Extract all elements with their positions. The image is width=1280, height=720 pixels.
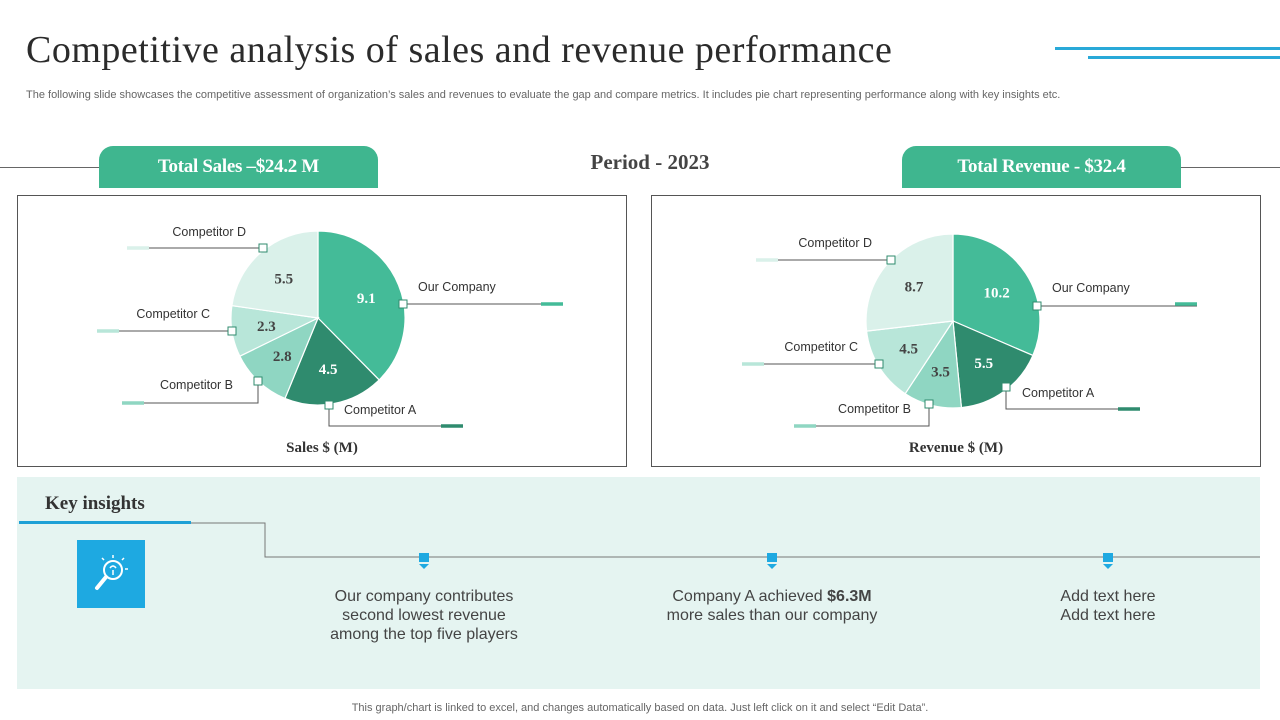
sales-slice-competitor-a	[284, 316, 380, 406]
separator-line-right	[1180, 167, 1280, 168]
revenue-category-label-competitor-b: Competitor B	[838, 402, 911, 416]
revenue-value-label-our-company: 10.2	[983, 285, 1009, 301]
revenue-value-label-competitor-a: 5.5	[974, 356, 993, 372]
revenue-chart-panel: 10.2 5.5 3.5 4.5 8.7 Our Company Competitor A C…	[651, 195, 1261, 467]
revenue-chart-title: Revenue $ (M)	[908, 440, 1004, 456]
timeline-marker-2	[767, 553, 777, 569]
revenue-category-label-our-company: Our Company	[1052, 281, 1131, 295]
insights-timeline	[191, 522, 1260, 569]
insight-2-prefix: Company A achieved	[672, 588, 828, 605]
sales-leader-line-competitor-a	[328, 405, 443, 427]
insight-2-line-2: more sales than our company	[666, 607, 878, 624]
page-subtitle: The following slide showcases the compet…	[26, 89, 1061, 101]
sales-marker-competitor-c	[227, 326, 237, 336]
lightbulb-icon	[95, 555, 128, 590]
lightbulb-magnifier-icon	[77, 540, 145, 608]
revenue-marker-competitor-b	[924, 399, 934, 409]
timeline-marker-3	[1103, 553, 1113, 569]
sales-marker-competitor-d	[258, 243, 268, 253]
insight-3-line-1: Add text here	[1060, 588, 1156, 605]
total-sales-tab: Total Sales –$24.2 M	[99, 146, 378, 188]
key-insights-title: Key insights	[45, 493, 145, 514]
sales-category-label-competitor-c: Competitor C	[136, 307, 210, 321]
sales-slice-our-company	[317, 230, 406, 381]
insight-2: Company A achieved $6.3M more sales than…	[632, 587, 912, 625]
sales-value-label-competitor-b: 2.8	[273, 349, 292, 365]
insight-1-line-1: Our company contributes	[334, 588, 514, 605]
key-insights-underline	[19, 521, 191, 524]
revenue-marker-our-company	[1032, 301, 1042, 311]
insight-3-line-2: Add text here	[1060, 607, 1156, 624]
revenue-category-label-competitor-d: Competitor D	[798, 236, 872, 250]
total-revenue-tab: Total Revenue - $32.4	[902, 146, 1181, 188]
period-label: Period - 2023	[590, 150, 710, 174]
revenue-leader-line-competitor-a	[1005, 387, 1140, 410]
revenue-value-label-competitor-d: 8.7	[905, 279, 924, 295]
insight-1: Our company contributes second lowest re…	[284, 587, 564, 644]
page-title: Competitive analysis of sales and revenu…	[26, 29, 893, 71]
sales-category-label-our-company: Our Company	[418, 280, 497, 294]
sales-value-label-competitor-c: 2.3	[257, 319, 276, 335]
sales-value-label-our-company: 9.1	[357, 291, 376, 307]
revenue-pie-chart: 10.2 5.5 3.5 4.5 8.7 Our Company Competitor A C…	[742, 233, 1197, 428]
sales-marker-competitor-a	[324, 400, 334, 410]
revenue-leader-line-competitor-b	[794, 404, 930, 427]
sales-value-label-competitor-a: 4.5	[319, 362, 338, 378]
key-insights-panel: Key insights Our company contributes sec…	[17, 477, 1260, 689]
sales-pie-chart: 9.1 4.5 2.8 2.3 5.5 Our Company Competitor A Co…	[97, 225, 563, 428]
revenue-slice-our-company	[952, 233, 1041, 357]
insight-1-line-2: second lowest revenue	[342, 607, 506, 624]
sales-chart-panel: 9.1 4.5 2.8 2.3 5.5 Our Company Competitor A Co…	[17, 195, 627, 467]
insight-3: Add text here Add text here	[968, 587, 1248, 625]
insight-1-line-3: among the top five players	[330, 626, 518, 643]
decorative-line-bottom	[1088, 56, 1280, 59]
revenue-category-label-competitor-c: Competitor C	[784, 340, 858, 354]
sales-chart-title: Sales $ (M)	[286, 440, 358, 456]
revenue-value-label-competitor-c: 4.5	[899, 341, 918, 357]
footer-note: This graph/chart is linked to excel, and…	[351, 702, 929, 714]
insight-2-amount: $6.3M	[827, 588, 872, 605]
sales-value-label-competitor-d: 5.5	[274, 272, 293, 288]
revenue-value-label-competitor-b: 3.5	[931, 365, 950, 381]
sales-category-label-competitor-b: Competitor B	[160, 378, 233, 392]
insight-2-line-1: Company A achieved $6.3M	[632, 587, 912, 606]
timeline-marker-1	[419, 553, 429, 569]
revenue-marker-competitor-d	[886, 255, 896, 265]
separator-line-left	[0, 167, 100, 168]
sales-leader-line-competitor-b	[123, 381, 259, 404]
revenue-marker-competitor-c	[874, 359, 884, 369]
sales-category-label-competitor-a: Competitor A	[344, 403, 417, 417]
revenue-marker-competitor-a	[1001, 382, 1011, 392]
sales-marker-competitor-b	[253, 376, 263, 386]
sales-marker-our-company	[398, 299, 408, 309]
decorative-line-top	[1055, 47, 1280, 50]
sales-category-label-competitor-d: Competitor D	[172, 225, 246, 239]
revenue-category-label-competitor-a: Competitor A	[1022, 386, 1095, 400]
